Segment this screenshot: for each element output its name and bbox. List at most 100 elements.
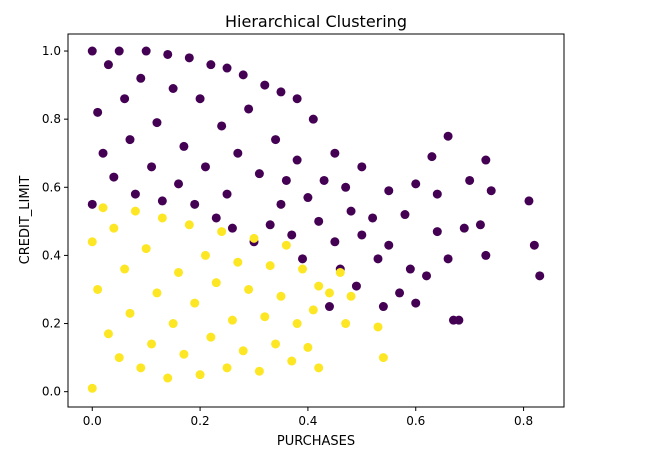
x-axis-ticks: 0.0 0.2 0.4 0.6 0.8 — [83, 407, 533, 428]
cluster-0-point — [373, 254, 383, 264]
cluster-0-point — [130, 189, 140, 199]
cluster-0-point — [432, 227, 442, 237]
cluster-0-point — [384, 240, 394, 250]
cluster-0-point — [314, 216, 324, 226]
cluster-0-point — [271, 135, 281, 145]
cluster-0-point — [120, 94, 130, 104]
cluster-0-point — [351, 281, 361, 291]
cluster-0-point — [524, 196, 534, 206]
cluster-1-point — [184, 220, 194, 230]
cluster-0-point — [535, 271, 545, 281]
cluster-1-point — [217, 227, 227, 237]
y-tick-label: 0.4 — [42, 248, 61, 262]
x-axis-label: PURCHASES — [277, 434, 355, 449]
y-tick-label: 0.8 — [42, 112, 61, 126]
cluster-0-point — [200, 162, 210, 172]
cluster-1-point — [195, 370, 205, 380]
chart-title: Hierarchical Clustering — [225, 12, 407, 31]
cluster-0-point — [346, 206, 356, 216]
cluster-0-point — [427, 152, 437, 162]
plot-frame — [67, 33, 565, 408]
cluster-1-point — [254, 366, 264, 376]
cluster-1-point — [147, 339, 157, 349]
cluster-1-point — [179, 349, 189, 359]
cluster-1-point — [346, 291, 356, 301]
x-tick-label: 0.0 — [83, 414, 102, 428]
cluster-0-point — [330, 237, 340, 247]
cluster-0-point — [341, 182, 351, 192]
cluster-0-point — [217, 121, 227, 131]
cluster-1-point — [141, 244, 151, 254]
y-axis-label: CREDIT_LIMIT — [18, 176, 33, 265]
cluster-0-point — [459, 223, 469, 233]
cluster-0-point — [168, 84, 178, 93]
cluster-0-point — [87, 46, 97, 56]
cluster-0-point — [465, 175, 475, 185]
cluster-1-point — [130, 206, 140, 216]
cluster-0-point — [114, 46, 124, 56]
cluster-0-point — [368, 213, 378, 223]
cluster-1-point — [298, 264, 308, 274]
cluster-0-point — [405, 264, 415, 274]
x-tick-label: 0.8 — [514, 414, 533, 428]
cluster-0-point — [308, 114, 318, 124]
cluster-1-point — [87, 237, 97, 247]
cluster-1-point — [265, 261, 275, 271]
cluster-0-point — [281, 175, 291, 185]
cluster-1-point — [373, 322, 383, 332]
cluster-0-point — [238, 70, 248, 80]
cluster-0-point — [136, 73, 146, 83]
cluster-0-point — [195, 94, 205, 104]
cluster-1-point — [206, 332, 216, 342]
cluster-0-point — [529, 240, 539, 250]
cluster-0-point — [411, 298, 421, 308]
cluster-1-point — [244, 284, 254, 294]
cluster-0-point — [395, 288, 405, 298]
cluster-0-point — [211, 213, 221, 223]
cluster-1-point — [120, 264, 130, 274]
cluster-1-point — [314, 363, 324, 373]
cluster-0-point — [163, 49, 173, 59]
cluster-1-point — [378, 353, 388, 363]
cluster-1-point — [292, 319, 302, 329]
cluster-0-point — [174, 179, 184, 189]
cluster-0-point — [384, 186, 394, 196]
cluster-1-point — [238, 346, 248, 356]
cluster-0-point — [443, 254, 453, 264]
cluster-0-point — [222, 63, 232, 73]
cluster-1-point — [152, 288, 162, 298]
cluster-0-point — [244, 104, 254, 114]
cluster-0-point — [179, 141, 189, 151]
y-tick-label: 0.6 — [42, 180, 61, 194]
cluster-1-point — [168, 319, 178, 329]
cluster-0-point — [481, 250, 491, 260]
cluster-0-point — [265, 220, 275, 230]
cluster-0-point — [422, 271, 432, 281]
cluster-1-point — [109, 223, 119, 233]
cluster-0-point — [190, 199, 200, 209]
cluster-1-point — [190, 298, 200, 308]
cluster-1-point — [157, 213, 167, 223]
cluster-0-point — [287, 230, 297, 240]
cluster-0-point — [98, 148, 108, 158]
cluster-1-point — [211, 278, 221, 288]
cluster-0-point — [443, 131, 453, 141]
cluster-0-point — [206, 60, 216, 70]
x-tick-label: 0.6 — [406, 414, 425, 428]
cluster-0-point — [378, 302, 388, 312]
cluster-0-point — [319, 175, 329, 185]
cluster-1-point — [87, 383, 97, 393]
cluster-0-point — [303, 193, 313, 203]
cluster-1-point — [163, 373, 173, 383]
cluster-1-point — [249, 233, 259, 243]
cluster-0-point — [147, 162, 157, 172]
cluster-0-point — [233, 148, 243, 158]
y-tick-label: 1.0 — [42, 44, 61, 58]
x-tick-label: 0.2 — [191, 414, 210, 428]
cluster-0-point — [141, 46, 151, 56]
cluster-0-point — [481, 155, 491, 165]
cluster-0-point — [276, 87, 286, 97]
y-axis-ticks: 0.0 0.2 0.4 0.6 0.8 1.0 — [42, 44, 68, 399]
cluster-0-point — [292, 94, 302, 104]
